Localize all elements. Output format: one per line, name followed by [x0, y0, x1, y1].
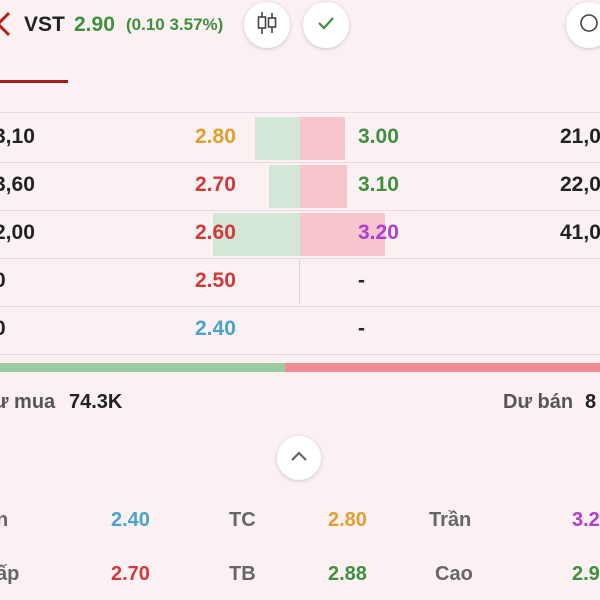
bid-volume-bar: [269, 165, 300, 208]
total-sell-label: Dư bán: [503, 391, 574, 413]
ask-volume-bar: [300, 213, 385, 256]
stat-value: 3.2: [572, 509, 600, 531]
total-buy-label: ư mua: [0, 391, 56, 413]
ask-volume: 22,0: [560, 173, 600, 196]
ask-volume: 21,0: [560, 125, 600, 148]
header: [0, 0, 600, 58]
bid-price: 2.70: [195, 173, 236, 196]
stat-label: TC: [229, 509, 256, 531]
bid-price: 2.60: [195, 221, 236, 244]
stat-value: 2.9: [572, 563, 600, 585]
bid-price: 2.40: [195, 317, 236, 340]
bid-volume-bar: [213, 213, 300, 256]
candlestick-button[interactable]: [244, 2, 290, 48]
stat-label: TB: [229, 563, 256, 585]
check-icon: [316, 15, 336, 36]
row-divider: [0, 112, 600, 113]
stat-value: 2.88: [328, 563, 367, 585]
active-tab-indicator: [0, 80, 68, 83]
stat-label: Cao: [435, 563, 473, 585]
expand-button[interactable]: [277, 436, 321, 480]
ask-price: 3.00: [358, 125, 399, 148]
row-divider: [0, 354, 600, 355]
sell-ratio-bar: [285, 363, 600, 372]
ticker-symbol: VST: [24, 13, 65, 36]
stat-value: 2.70: [111, 563, 150, 585]
ask-volume-bar: [300, 117, 345, 160]
row-divider: [0, 306, 600, 307]
ask-volume: 41,0: [560, 221, 600, 244]
candlestick-icon: [255, 10, 279, 41]
more-icon: [579, 13, 599, 38]
chevron-up-icon: [289, 449, 309, 467]
total-buy-value: 74.3K: [69, 391, 123, 413]
center-divider: [299, 260, 300, 304]
total-sell-value: 8: [585, 391, 597, 413]
bid-price: 2.80: [195, 125, 236, 148]
confirm-button[interactable]: [303, 2, 349, 48]
current-price: 2.90: [74, 13, 115, 36]
row-divider: [0, 162, 600, 163]
bid-price: 2.50: [195, 269, 236, 292]
stat-label: Trần: [429, 509, 472, 531]
chevron-left-icon[interactable]: [0, 10, 16, 38]
row-divider: [0, 210, 600, 211]
stat-value: 2.40: [111, 509, 150, 531]
row-divider: [0, 258, 600, 259]
buy-ratio-bar: [0, 363, 285, 372]
ask-price: -: [358, 269, 365, 292]
bid-volume: 0: [0, 317, 6, 341]
ask-volume-bar: [300, 165, 347, 208]
bid-volume: 0: [0, 269, 6, 293]
price-change: (0.10 3.57%): [126, 15, 224, 34]
stat-label: n: [0, 509, 9, 531]
stat-value: 2.80: [328, 509, 367, 531]
bid-volume-bar: [255, 117, 300, 160]
ask-price: 3.20: [358, 221, 399, 244]
stat-label: ấp: [0, 563, 20, 585]
ask-price: 3.10: [358, 173, 399, 196]
more-button[interactable]: [566, 2, 600, 48]
bid-volume: 2,00: [0, 221, 35, 244]
bid-volume: 3,10: [0, 125, 35, 148]
ask-price: -: [358, 317, 365, 340]
bid-volume: 3,60: [0, 173, 35, 196]
